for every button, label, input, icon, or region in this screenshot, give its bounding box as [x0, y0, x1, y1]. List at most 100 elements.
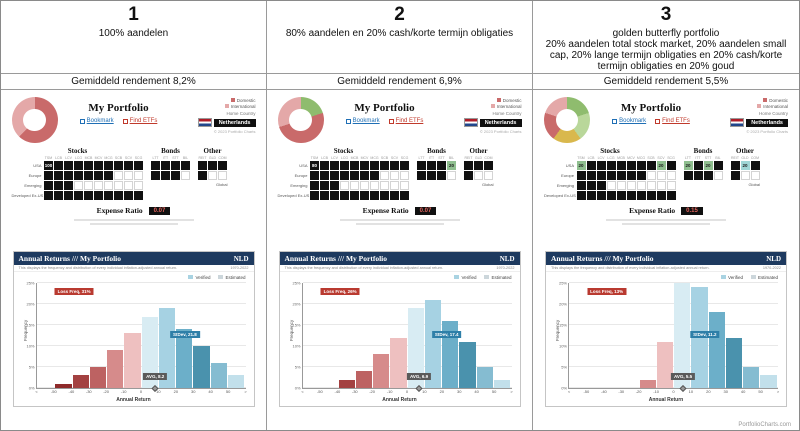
allocation-cell[interactable]: [576, 170, 586, 180]
allocation-cell[interactable]: [596, 180, 606, 190]
allocation-cell[interactable]: [330, 170, 339, 180]
allocation-cell[interactable]: [104, 180, 113, 190]
allocation-cell[interactable]: [94, 180, 103, 190]
allocation-cell[interactable]: [171, 170, 180, 180]
allocation-cell[interactable]: [380, 180, 389, 190]
allocation-cell[interactable]: [181, 170, 190, 180]
allocation-cell[interactable]: [320, 190, 329, 200]
allocation-cell[interactable]: [151, 160, 160, 170]
allocation-cell[interactable]: [666, 170, 676, 180]
allocation-cell[interactable]: [576, 190, 586, 200]
allocation-cell[interactable]: 20: [656, 160, 666, 170]
allocation-cell[interactable]: [134, 180, 143, 190]
allocation-cell[interactable]: [124, 170, 133, 180]
allocation-cell[interactable]: [586, 170, 596, 180]
allocation-cell[interactable]: [626, 190, 636, 200]
allocation-cell[interactable]: [218, 160, 227, 170]
allocation-cell[interactable]: [666, 190, 676, 200]
allocation-cell[interactable]: [54, 190, 63, 200]
allocation-cell[interactable]: [181, 160, 190, 170]
allocation-cell[interactable]: [124, 160, 133, 170]
allocation-cell[interactable]: [134, 170, 143, 180]
allocation-cell[interactable]: [218, 170, 227, 180]
allocation-cell[interactable]: [606, 190, 616, 200]
allocation-cell[interactable]: [666, 160, 676, 170]
allocation-cell[interactable]: [320, 160, 329, 170]
allocation-cell[interactable]: [84, 180, 93, 190]
allocation-cell[interactable]: [64, 160, 73, 170]
bookmark-link[interactable]: Bookmark: [345, 118, 380, 124]
find-etfs-link[interactable]: Find ETFs: [655, 118, 690, 124]
allocation-cell[interactable]: [64, 190, 73, 200]
allocation-cell[interactable]: [54, 180, 63, 190]
allocation-cell[interactable]: [596, 170, 606, 180]
allocation-cell[interactable]: [320, 170, 329, 180]
allocation-cell[interactable]: [198, 170, 207, 180]
allocation-cell[interactable]: [380, 170, 389, 180]
allocation-cell[interactable]: [427, 170, 436, 180]
allocation-cell[interactable]: [44, 180, 53, 190]
allocation-cell[interactable]: [400, 190, 409, 200]
allocation-cell[interactable]: [646, 190, 656, 200]
allocation-cell[interactable]: [390, 180, 399, 190]
allocation-cell[interactable]: [44, 190, 53, 200]
allocation-cell[interactable]: [161, 160, 170, 170]
allocation-cell[interactable]: [198, 160, 207, 170]
allocation-cell[interactable]: [104, 160, 113, 170]
allocation-cell[interactable]: [350, 190, 359, 200]
allocation-cell[interactable]: [437, 160, 446, 170]
allocation-cell[interactable]: [740, 170, 750, 180]
allocation-cell[interactable]: [464, 170, 473, 180]
allocation-cell[interactable]: [390, 170, 399, 180]
allocation-cell[interactable]: [616, 180, 626, 190]
allocation-cell[interactable]: [84, 160, 93, 170]
allocation-cell[interactable]: [350, 160, 359, 170]
allocation-cell[interactable]: [114, 190, 123, 200]
allocation-cell[interactable]: [330, 190, 339, 200]
allocation-cell[interactable]: [596, 190, 606, 200]
allocation-cell[interactable]: [683, 170, 693, 180]
allocation-cell[interactable]: [750, 170, 760, 180]
allocation-cell[interactable]: [370, 170, 379, 180]
allocation-cell[interactable]: [310, 170, 319, 180]
allocation-cell[interactable]: [666, 180, 676, 190]
allocation-cell[interactable]: [330, 160, 339, 170]
allocation-cell[interactable]: [74, 160, 83, 170]
allocation-cell[interactable]: [447, 170, 456, 180]
allocation-cell[interactable]: [370, 160, 379, 170]
allocation-cell[interactable]: [124, 190, 133, 200]
allocation-cell[interactable]: [134, 160, 143, 170]
allocation-cell[interactable]: [606, 160, 616, 170]
allocation-cell[interactable]: [417, 170, 426, 180]
allocation-cell[interactable]: [340, 190, 349, 200]
allocation-cell[interactable]: [474, 170, 483, 180]
allocation-cell[interactable]: [703, 170, 713, 180]
allocation-cell[interactable]: [616, 170, 626, 180]
allocation-cell[interactable]: [360, 170, 369, 180]
allocation-cell[interactable]: [74, 170, 83, 180]
allocation-cell[interactable]: 20: [447, 160, 456, 170]
allocation-cell[interactable]: [330, 180, 339, 190]
allocation-cell[interactable]: [208, 160, 217, 170]
allocation-cell[interactable]: [576, 180, 586, 190]
allocation-cell[interactable]: [64, 180, 73, 190]
allocation-cell[interactable]: [636, 160, 646, 170]
allocation-cell[interactable]: [606, 170, 616, 180]
home-country-select[interactable]: Netherlands: [213, 118, 256, 127]
allocation-cell[interactable]: [656, 190, 666, 200]
allocation-cell[interactable]: [390, 160, 399, 170]
allocation-cell[interactable]: [54, 160, 63, 170]
allocation-cell[interactable]: [370, 180, 379, 190]
allocation-cell[interactable]: [400, 160, 409, 170]
allocation-cell[interactable]: [380, 160, 389, 170]
allocation-cell[interactable]: 20: [740, 160, 750, 170]
allocation-cell[interactable]: [390, 190, 399, 200]
allocation-cell[interactable]: [626, 180, 636, 190]
allocation-cell[interactable]: [161, 170, 170, 180]
allocation-cell[interactable]: 80: [310, 160, 319, 170]
bookmark-link[interactable]: Bookmark: [612, 118, 646, 124]
allocation-cell[interactable]: [124, 180, 133, 190]
find-etfs-link[interactable]: Find ETFs: [388, 118, 423, 124]
allocation-cell[interactable]: [74, 190, 83, 200]
allocation-cell[interactable]: [484, 170, 493, 180]
